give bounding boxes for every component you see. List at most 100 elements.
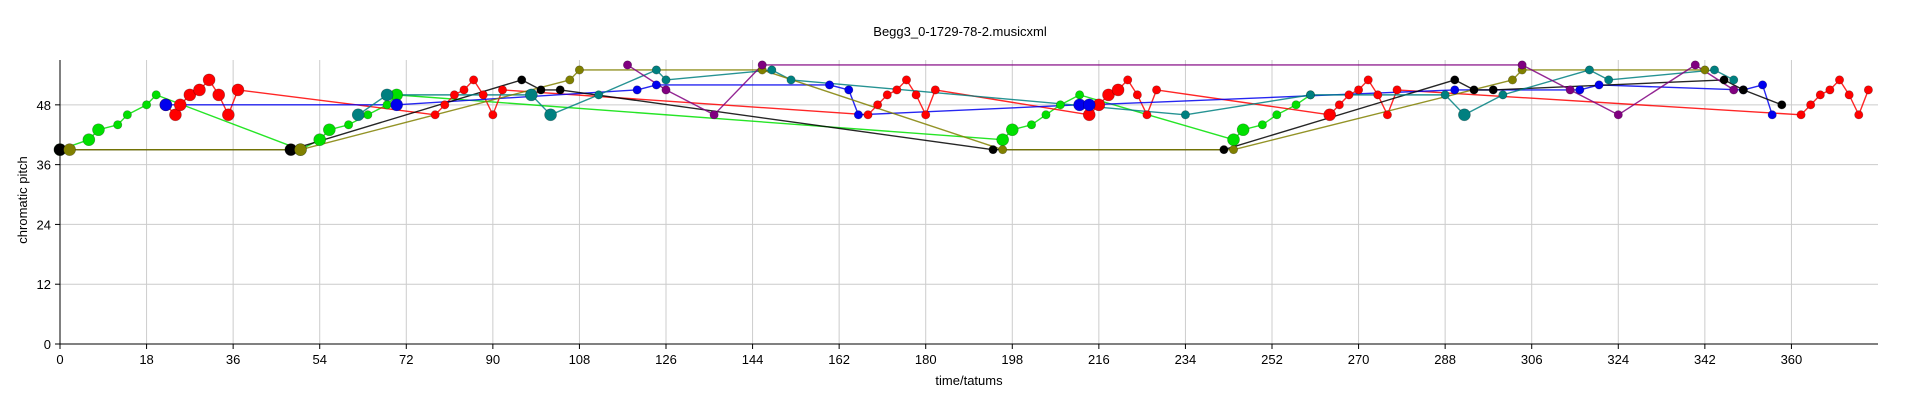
series-4-point	[1729, 75, 1739, 85]
series-4-point	[1440, 90, 1450, 100]
series-1-point	[497, 85, 507, 95]
x-axis-label: time/tatums	[935, 373, 1003, 388]
x-tick-label: 36	[226, 352, 240, 367]
series-4-point	[1498, 90, 1508, 100]
y-tick-label: 36	[37, 158, 51, 173]
x-tick-label: 90	[486, 352, 500, 367]
series-4-segment	[1185, 94, 1311, 116]
series-1-point	[1354, 85, 1364, 95]
x-tick-label: 126	[655, 352, 677, 367]
series-0-point	[151, 90, 161, 100]
series-5-point	[63, 143, 76, 156]
series-4-point	[651, 65, 661, 75]
series-2-point	[651, 80, 661, 90]
series-1-point	[1142, 110, 1152, 120]
series-1-point	[863, 110, 873, 120]
series-1-point	[212, 88, 226, 102]
x-tick-label: 306	[1521, 352, 1543, 367]
series-1-point	[1323, 108, 1337, 122]
series-4-point	[544, 108, 557, 122]
series-1-point	[1152, 85, 1162, 95]
series-4-point	[1458, 108, 1471, 122]
series-0-point	[1227, 133, 1240, 147]
series-4-segment	[1464, 94, 1504, 116]
series-1-point	[478, 90, 488, 100]
series-3-segment	[1743, 89, 1783, 106]
x-tick-label: 234	[1175, 352, 1197, 367]
series-1-point	[1825, 85, 1835, 95]
series-1-point	[183, 88, 197, 102]
series-5-point	[998, 145, 1008, 155]
x-tick-label: 18	[139, 352, 153, 367]
series-1-point	[1334, 100, 1344, 110]
series-3-point	[1488, 85, 1498, 95]
series-1-point	[469, 75, 479, 85]
series-4-point	[661, 75, 671, 85]
series-1-point	[193, 83, 206, 97]
series-2-point	[1450, 85, 1460, 95]
series-1-point	[222, 108, 235, 122]
series-0-point	[996, 133, 1009, 147]
series-0-point	[1257, 120, 1267, 130]
series-6-segment	[1617, 64, 1696, 116]
series-1-point	[1863, 85, 1873, 95]
series-3-point	[1719, 75, 1729, 85]
series-1-point	[1796, 110, 1806, 120]
x-tick-label: 252	[1261, 352, 1283, 367]
series-6-point	[1690, 60, 1700, 70]
series-6-segment	[713, 64, 763, 116]
series-1-segment	[492, 89, 504, 116]
series-6-point	[709, 110, 719, 120]
series-1-point	[202, 73, 216, 87]
y-tick-label: 0	[44, 337, 51, 352]
x-tick-label: 324	[1607, 352, 1629, 367]
series-6-point	[623, 60, 633, 70]
series-0-point	[1027, 120, 1037, 130]
series-0-point	[82, 133, 96, 147]
series-1-point	[892, 85, 902, 95]
series-5-point	[565, 75, 575, 85]
series-2-point	[159, 98, 173, 112]
series-0-point	[1291, 100, 1301, 110]
series-1-segment	[1858, 89, 1870, 116]
series-4-point	[1584, 65, 1594, 75]
x-tick-label: 108	[569, 352, 591, 367]
series-1-point	[1392, 85, 1402, 95]
series-1-point	[440, 100, 450, 110]
series-2-point	[825, 80, 835, 90]
series-3-point	[555, 85, 565, 95]
x-tick-label: 54	[312, 352, 326, 367]
series-0-point	[382, 100, 392, 110]
x-tick-label: 144	[742, 352, 764, 367]
series-4-point	[1305, 90, 1315, 100]
series-4-segment	[598, 69, 657, 96]
series-3-point	[1777, 100, 1787, 110]
series-4-segment	[1608, 69, 1715, 81]
series-3-point	[1738, 85, 1748, 95]
series-2-segment	[1599, 84, 1744, 91]
series-2-point	[1575, 85, 1585, 95]
series-6-point	[661, 85, 671, 95]
series-3-point	[1469, 85, 1479, 95]
series-0-point	[142, 100, 152, 110]
series-points-layer	[53, 60, 1873, 156]
series-5-point	[574, 65, 584, 75]
series-1-point	[1835, 75, 1845, 85]
series-3-point	[1450, 75, 1460, 85]
series-2-point	[1082, 98, 1096, 112]
series-0-point	[1272, 110, 1282, 120]
series-0-point	[122, 110, 132, 120]
series-1-point	[882, 90, 892, 100]
series-3-point	[536, 85, 546, 95]
x-tick-label: 216	[1088, 352, 1110, 367]
series-0-point	[1075, 90, 1085, 100]
series-3-segment	[1223, 79, 1455, 151]
series-1-point	[1123, 75, 1133, 85]
series-2-point	[390, 98, 403, 112]
x-tick-label: 0	[56, 352, 63, 367]
y-tick-label: 12	[37, 277, 51, 292]
series-4-point	[380, 88, 394, 102]
series-4-point	[1180, 110, 1190, 120]
series-0-point	[313, 133, 327, 147]
series-1-point	[1844, 90, 1854, 100]
